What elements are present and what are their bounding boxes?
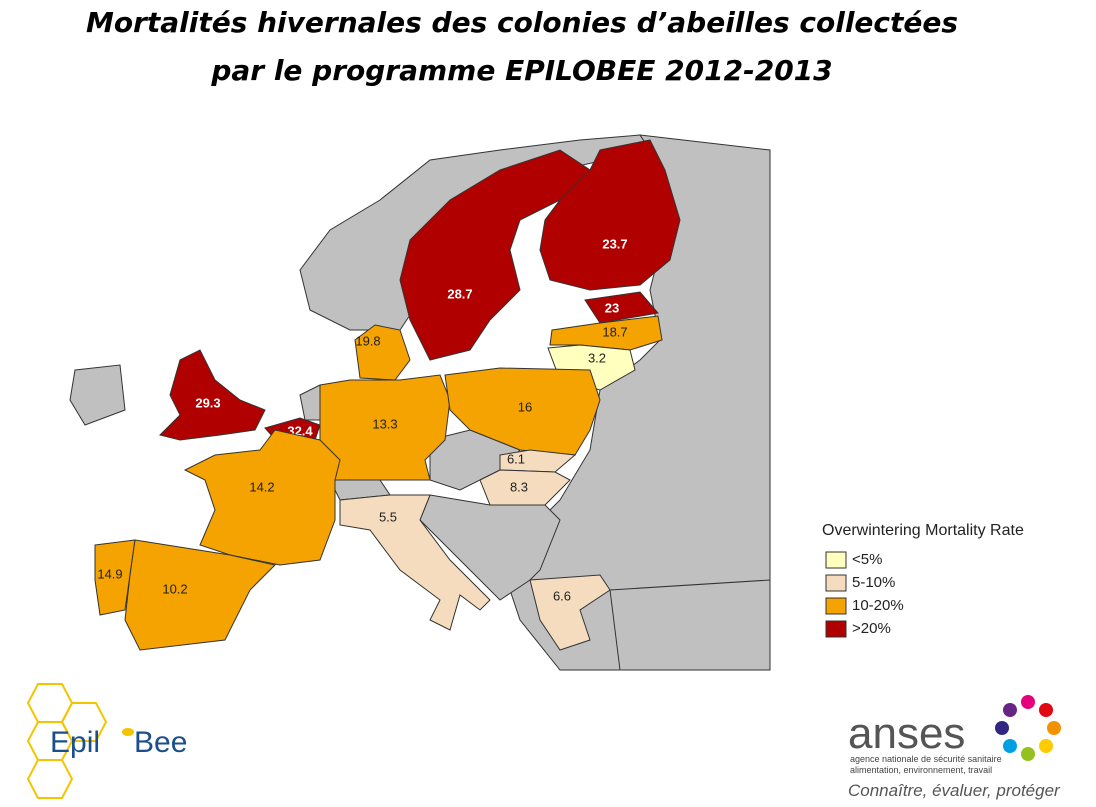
title: par le programme EPILOBEE 2012-2013 <box>210 54 832 87</box>
region-label: 29.3 <box>195 395 220 410</box>
region-label: 13.3 <box>372 416 397 431</box>
legend-swatch <box>825 551 847 569</box>
region <box>584 291 659 324</box>
legend-label: <5% <box>852 551 882 568</box>
region <box>549 315 663 351</box>
region-label: 28.7 <box>447 286 472 301</box>
legend-label: 5-10% <box>852 574 895 591</box>
legend-label: 10-20% <box>852 597 904 614</box>
region <box>183 429 341 566</box>
country <box>609 579 771 671</box>
legend: Overwintering Mortality Rate <5% 5-10% 10-… <box>822 522 1024 638</box>
hexagon <box>26 759 74 799</box>
region <box>539 139 681 291</box>
legend-title: Overwintering Mortality Rate <box>822 522 1024 539</box>
logo-text: Bee <box>134 726 187 759</box>
region <box>159 349 266 441</box>
region-label: 19.8 <box>355 333 380 348</box>
region-label: 14.9 <box>97 566 122 581</box>
logo-motto: Connaître, évaluer, protéger <box>848 781 1061 800</box>
region-label: 3.2 <box>588 350 606 365</box>
region <box>499 449 577 473</box>
region-label: 23.7 <box>602 236 627 251</box>
legend-swatch <box>825 620 847 638</box>
logo-text: Epil <box>50 726 100 759</box>
legend-swatch <box>825 597 847 615</box>
bee-icon <box>122 728 134 736</box>
region-label: 18.7 <box>602 324 627 339</box>
region-label: 8.3 <box>510 479 528 494</box>
region <box>354 324 411 381</box>
region-label: 10.2 <box>162 581 187 596</box>
region-label: 6.6 <box>553 588 571 603</box>
region <box>124 539 276 651</box>
region-label: 16 <box>518 399 532 414</box>
region-label: 14.2 <box>249 479 274 494</box>
anses-logo: anses agence nationale de sécurité sanit… <box>848 695 1061 800</box>
region-label: 23 <box>605 300 619 315</box>
region-label: 5.5 <box>379 509 397 524</box>
title: Mortalités hivernales des colonies d’abe… <box>86 6 958 39</box>
region <box>339 494 491 631</box>
flower <box>995 695 1061 761</box>
logo-line: alimentation, environnement, travail <box>850 765 992 775</box>
region <box>529 574 611 651</box>
region <box>479 469 571 506</box>
logo-name: anses <box>848 709 965 758</box>
logo-line: agence nationale de sécurité sanitaire <box>850 754 1002 764</box>
legend-label: >20% <box>852 620 891 637</box>
region <box>399 149 591 361</box>
region <box>444 367 601 456</box>
legend-swatch <box>825 574 847 592</box>
region-label: 6.1 <box>507 451 525 466</box>
country <box>69 364 126 426</box>
epilobee-logo: Epil Bee <box>26 683 187 799</box>
